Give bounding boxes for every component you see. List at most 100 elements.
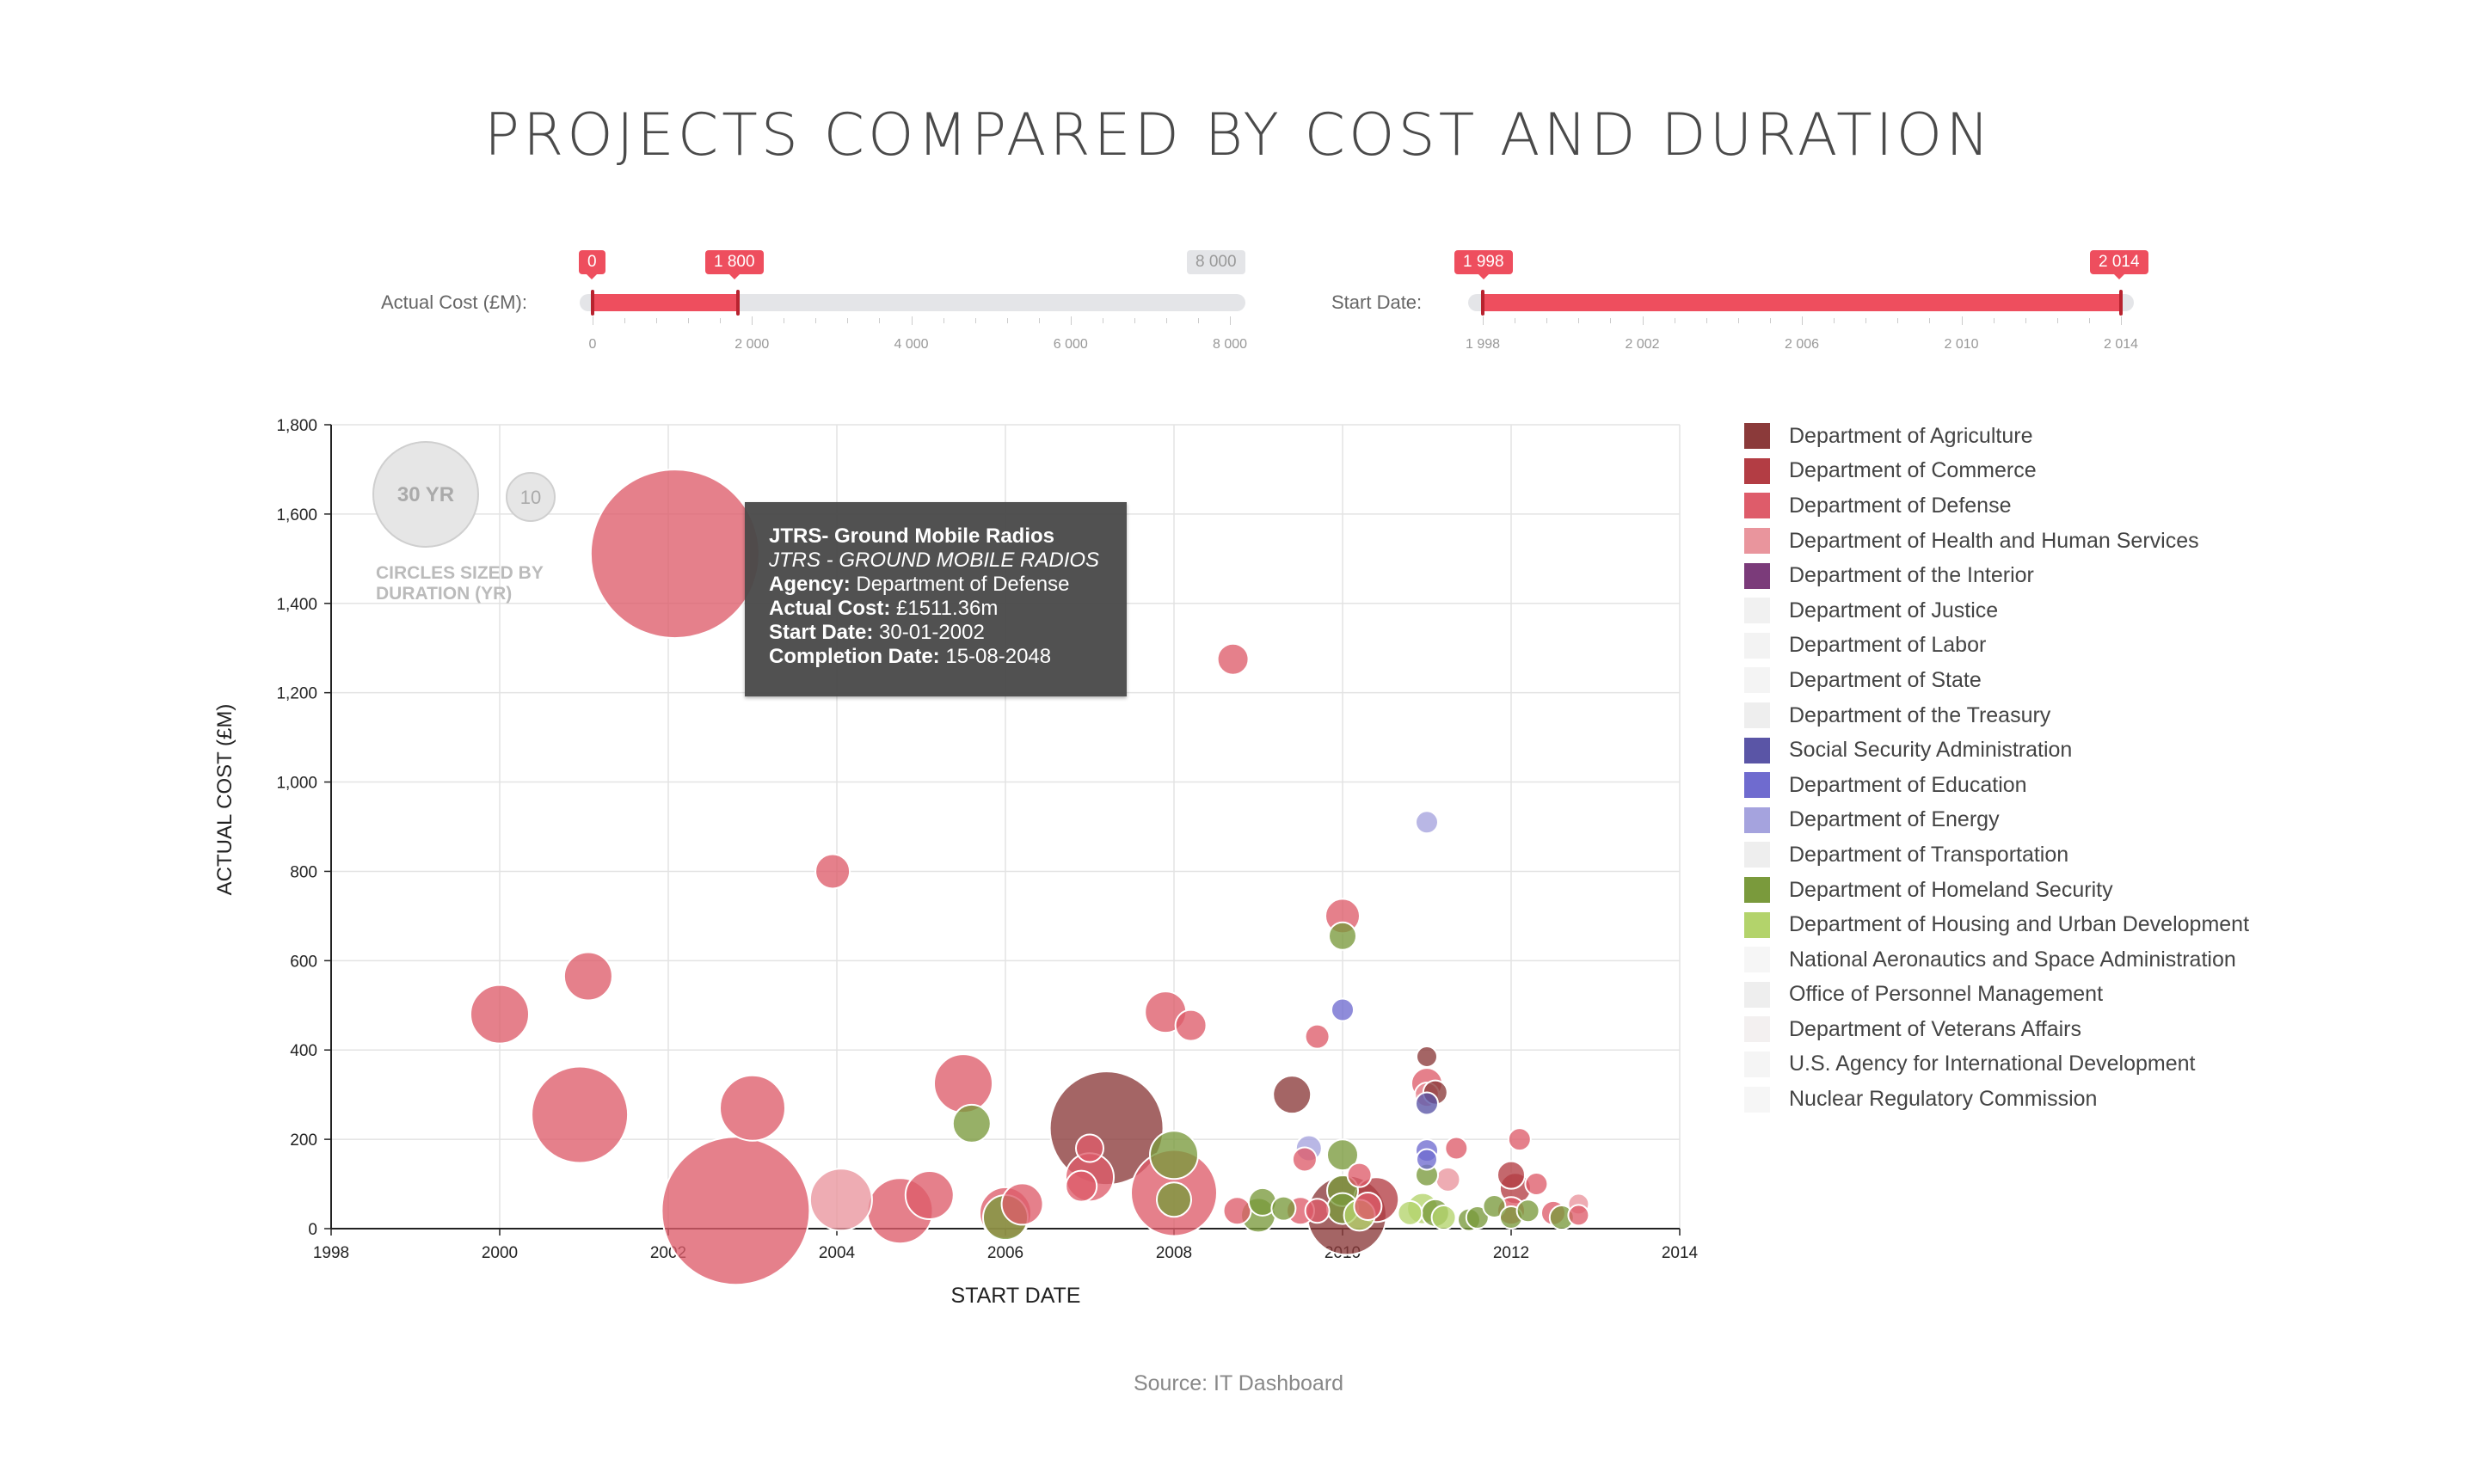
- data-bubble[interactable]: [951, 1103, 992, 1144]
- data-bubble[interactable]: [1304, 1023, 1331, 1050]
- date-minor-tick: [1642, 316, 1644, 325]
- data-bubble[interactable]: [1149, 1130, 1199, 1180]
- data-bubble[interactable]: [904, 1170, 955, 1221]
- data-bubble[interactable]: [814, 853, 851, 890]
- data-bubble[interactable]: [1397, 1199, 1423, 1226]
- data-bubble[interactable]: [1328, 921, 1357, 951]
- data-bubble[interactable]: [933, 1053, 993, 1114]
- data-bubble[interactable]: [1567, 1204, 1590, 1227]
- legend-item[interactable]: Office of Personnel Management: [1744, 978, 2249, 1013]
- legend-item[interactable]: Department of Homeland Security: [1744, 873, 2249, 908]
- cost-minor-tick: [1165, 318, 1167, 323]
- data-bubble[interactable]: [470, 984, 530, 1045]
- date-minor-tick: [1865, 318, 1867, 323]
- data-bubble[interactable]: [1497, 1160, 1526, 1190]
- legend-label: Department of Defense: [1789, 493, 2012, 518]
- data-bubble[interactable]: [808, 1168, 873, 1232]
- data-bubble[interactable]: [1156, 1181, 1192, 1218]
- data-bubble[interactable]: [1346, 1162, 1373, 1188]
- data-bubble[interactable]: [1270, 1195, 1297, 1222]
- data-bubble[interactable]: [1444, 1136, 1469, 1161]
- data-bubble[interactable]: [1065, 1169, 1098, 1203]
- cost-tick-label: 0: [588, 337, 597, 352]
- data-bubble[interactable]: [661, 1136, 811, 1286]
- legend-item[interactable]: Department of the Interior: [1744, 558, 2249, 593]
- legend-item[interactable]: Department of State: [1744, 663, 2249, 698]
- legend-item[interactable]: Department of Justice: [1744, 593, 2249, 629]
- legend-label: Department of Transportation: [1789, 842, 2069, 867]
- data-bubble[interactable]: [1000, 1182, 1044, 1226]
- legend-item[interactable]: Social Security Administration: [1744, 733, 2249, 768]
- y-tick-label: 1,400: [276, 596, 317, 614]
- legend-swatch: [1744, 842, 1770, 868]
- cost-min-handle[interactable]: [591, 290, 594, 316]
- data-bubble[interactable]: [1331, 997, 1355, 1022]
- date-tick-label: 1 998: [1465, 337, 1501, 352]
- data-bubble[interactable]: [1326, 1138, 1359, 1172]
- size-key-note: CIRCLES SIZED BY DURATION (YR): [376, 563, 544, 604]
- data-bubble[interactable]: [1430, 1205, 1457, 1231]
- cost-tick-label: 4 000: [894, 337, 929, 352]
- data-bubble[interactable]: [1415, 810, 1439, 835]
- legend-item[interactable]: Department of Defense: [1744, 488, 2249, 524]
- legend-swatch: [1744, 981, 1770, 1008]
- data-bubble[interactable]: [1416, 1148, 1438, 1171]
- legend-label: Department of Education: [1789, 772, 2027, 797]
- tooltip-start: 30-01-2002: [879, 621, 985, 644]
- cost-tick-label: 2 000: [734, 337, 770, 352]
- data-bubble[interactable]: [719, 1074, 786, 1142]
- data-bubble[interactable]: [1353, 1192, 1383, 1222]
- tooltip-cost-label: Actual Cost:: [769, 597, 891, 620]
- data-bubble[interactable]: [1272, 1075, 1312, 1115]
- date-minor-tick: [1897, 318, 1899, 323]
- cost-slider-range[interactable]: [593, 294, 738, 311]
- date-max-handle[interactable]: [2119, 290, 2123, 316]
- data-bubble[interactable]: [562, 951, 613, 1002]
- legend-item[interactable]: Nuclear Regulatory Commission: [1744, 1082, 2249, 1117]
- legend-item[interactable]: U.S. Agency for International Developmen…: [1744, 1047, 2249, 1082]
- legend-item[interactable]: Department of Labor: [1744, 629, 2249, 664]
- data-bubble[interactable]: [1222, 1196, 1252, 1226]
- legend-swatch: [1744, 806, 1770, 833]
- data-bubble[interactable]: [1415, 1091, 1439, 1116]
- legend-item[interactable]: Department of Education: [1744, 768, 2249, 803]
- legend-item[interactable]: Department of Commerce: [1744, 454, 2249, 489]
- date-min-handle[interactable]: [1481, 290, 1484, 316]
- cost-minor-tick: [1070, 316, 1072, 325]
- tooltip-completion-label: Completion Date:: [769, 645, 940, 668]
- data-bubble[interactable]: [1435, 1166, 1461, 1193]
- data-bubble[interactable]: [1174, 1009, 1208, 1042]
- cost-filter-label: Actual Cost (£M):: [381, 291, 527, 313]
- data-bubble[interactable]: [1304, 1198, 1331, 1224]
- legend-item[interactable]: Department of Energy: [1744, 803, 2249, 838]
- data-bubble[interactable]: [1515, 1199, 1540, 1223]
- data-bubble[interactable]: [1482, 1194, 1507, 1219]
- data-bubble[interactable]: [1524, 1172, 1549, 1197]
- data-bubble[interactable]: [1216, 642, 1250, 676]
- legend-item[interactable]: Department of Housing and Urban Developm…: [1744, 907, 2249, 942]
- size-key-small-label: 10: [520, 487, 541, 508]
- data-bubble[interactable]: [1075, 1133, 1104, 1163]
- legend-item[interactable]: National Aeronautics and Space Administr…: [1744, 942, 2249, 978]
- data-bubble[interactable]: [1291, 1146, 1318, 1173]
- cost-slider-track[interactable]: [580, 294, 1245, 311]
- legend-item[interactable]: Department of Health and Human Services: [1744, 524, 2249, 559]
- data-bubble[interactable]: [589, 469, 760, 640]
- legend-item[interactable]: Department of Agriculture: [1744, 419, 2249, 454]
- legend-item[interactable]: Department of the Treasury: [1744, 698, 2249, 733]
- cost-minor-tick: [911, 316, 913, 325]
- data-bubble[interactable]: [1507, 1127, 1532, 1152]
- data-bubble[interactable]: [1465, 1205, 1490, 1230]
- date-slider-range[interactable]: [1483, 294, 2121, 311]
- legend-item[interactable]: Department of Transportation: [1744, 837, 2249, 873]
- cost-max-handle[interactable]: [736, 290, 740, 316]
- data-bubble[interactable]: [531, 1065, 630, 1164]
- size-key-small-circle: [506, 472, 556, 522]
- data-bubble[interactable]: [1416, 1046, 1438, 1069]
- legend-item[interactable]: Department of Veterans Affairs: [1744, 1012, 2249, 1047]
- date-minor-tick: [1546, 318, 1548, 323]
- legend-swatch: [1744, 493, 1770, 519]
- date-minor-tick: [1929, 318, 1931, 323]
- legend-swatch: [1744, 1016, 1770, 1043]
